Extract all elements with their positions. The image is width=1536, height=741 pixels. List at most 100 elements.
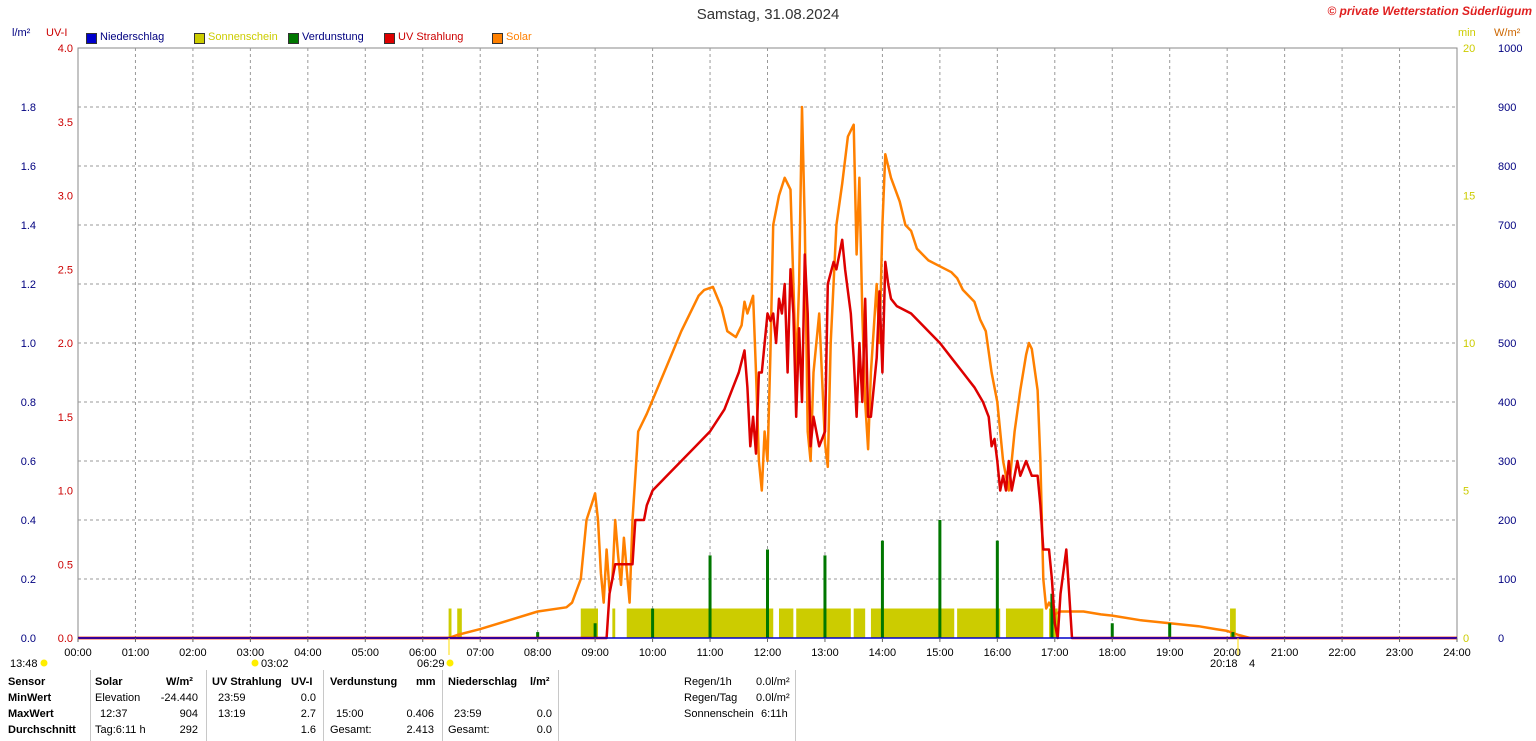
y-tick-label-rain: 0.2 (21, 574, 36, 586)
right-outer-unit: W/m² (1494, 27, 1521, 39)
evaporation-bar (938, 520, 942, 638)
row-max-evap-val: 0.406 (406, 708, 434, 720)
extra-rain-day-value: 0.0l/m² (756, 692, 790, 704)
sunshine-bar (448, 608, 452, 638)
legend-label: UV Strahlung (398, 31, 464, 43)
grid (77, 47, 1458, 639)
left-inner-unit: UV-I (46, 27, 68, 39)
y-tick-label-solar: 900 (1498, 102, 1516, 114)
y-tick-label-uv: 1.5 (58, 412, 73, 424)
x-tick-label: 03:00 (237, 647, 265, 659)
y-tick-label-sun_min: 0 (1463, 633, 1469, 645)
legend-swatch (86, 33, 97, 44)
sunshine-bar (457, 608, 462, 638)
moon-phase-label: 4 (1249, 658, 1255, 668)
y-tick-label-uv: 2.0 (58, 338, 73, 350)
moonset-label: 03:02 (261, 658, 289, 668)
right-inner-unit: min (1458, 27, 1476, 39)
legend-label: Solar (506, 31, 532, 43)
y-tick-label-uv: 3.0 (58, 191, 73, 203)
y-tick-label-solar: 600 (1498, 279, 1516, 291)
row-max-uv-val: 2.7 (300, 708, 316, 720)
x-tick-label: 10:00 (639, 647, 667, 659)
y-tick-label-rain: 1.8 (21, 102, 36, 114)
x-tick-label: 12:00 (754, 647, 782, 659)
row-min-solar-val: -24.440 (160, 692, 198, 704)
header-evap: Verdunstung (330, 676, 398, 688)
row-max-evap-time: 15:00 (336, 708, 364, 720)
row-avg-evap-val: 2.413 (406, 724, 434, 736)
x-tick-label: 02:00 (179, 647, 207, 659)
row-min-uv-val: 0.0 (300, 692, 316, 704)
y-tick-label-rain: 1.2 (21, 279, 36, 291)
evaporation-bar (880, 540, 884, 638)
row-avg-label: Durchschnitt (8, 724, 76, 736)
x-tick-label: 05:00 (352, 647, 380, 659)
row-min-label: MinWert (8, 692, 52, 704)
header-solar: Solar (95, 676, 123, 688)
evaporation-bar (651, 608, 655, 638)
left-outer-unit: l/m² (12, 27, 31, 39)
sunrise-label: 06:29 (417, 658, 445, 668)
x-tick-label: 13:00 (811, 647, 839, 659)
header-sensor: Sensor (8, 676, 46, 688)
x-tick-label: 16:00 (984, 647, 1012, 659)
row-max-label: MaxWert (8, 708, 54, 720)
x-tick-label: 18:00 (1098, 647, 1126, 659)
legend-label: Niederschlag (100, 31, 165, 43)
x-tick-label: 17:00 (1041, 647, 1069, 659)
header-uv: UV Strahlung (212, 676, 282, 688)
row-avg-uv-val: 1.6 (300, 724, 316, 736)
row-avg-rain-val: 0.0 (536, 724, 552, 736)
y-tick-label-solar: 700 (1498, 220, 1516, 232)
y-tick-label-uv: 3.5 (58, 117, 73, 129)
y-tick-label-rain: 1.6 (21, 161, 36, 173)
legend-swatch (492, 33, 503, 44)
sunrise-icon (446, 659, 454, 667)
sunshine-bar (778, 608, 794, 638)
header-evap-unit: mm (416, 676, 436, 688)
extra-sunshine-label: Sonnenschein (684, 708, 754, 720)
y-tick-label-uv: 2.5 (58, 264, 73, 276)
moon-time-label: 13:48 (10, 658, 38, 668)
evaporation-bar (1168, 623, 1172, 638)
x-tick-label: 01:00 (122, 647, 150, 659)
y-tick-label-solar: 300 (1498, 456, 1516, 468)
y-tick-label-solar: 100 (1498, 574, 1516, 586)
x-tick-label: 09:00 (581, 647, 609, 659)
legend-label: Verdunstung (302, 31, 364, 43)
x-tick-label: 23:00 (1386, 647, 1414, 659)
moonset-icon (251, 659, 259, 667)
row-max-solar-val: 904 (179, 708, 198, 720)
y-tick-label-solar: 0 (1498, 633, 1504, 645)
evaporation-bar (1050, 593, 1054, 638)
y-tick-label-solar: 500 (1498, 338, 1516, 350)
row-avg-solar-time: Tag:6:11 h (95, 724, 146, 736)
row-avg-evap-time: Gesamt: (330, 724, 372, 736)
evaporation-bar (708, 555, 712, 638)
header-rain-unit: l/m² (530, 676, 550, 688)
legend-label: Sonnenschein (208, 31, 278, 43)
evaporation-bar (593, 623, 597, 638)
chart-title: Samstag, 31.08.2024 (696, 6, 840, 23)
solar-line (78, 105, 1457, 640)
row-min-uv-time: 23:59 (218, 692, 246, 704)
sunshine-bar (612, 608, 616, 638)
evaporation-bar (536, 632, 540, 638)
axes (77, 638, 1458, 642)
stats-table: Sensor Solar W/m² UV Strahlung UV-I Verd… (0, 668, 1536, 741)
y-tick-label-uv: 0.5 (58, 559, 73, 571)
y-tick-label-rain: 1.4 (21, 220, 36, 232)
row-max-solar-time: 12:37 (100, 708, 128, 720)
evaporation-bar (995, 540, 999, 638)
evaporation-bar (766, 549, 769, 638)
y-tick-label-uv: 4.0 (58, 43, 73, 55)
sunshine-bar (853, 608, 866, 638)
y-tick-label-sun_min: 10 (1463, 338, 1475, 350)
x-tick-label: 00:00 (64, 647, 92, 659)
evaporation-bar (1110, 623, 1114, 638)
row-max-uv-time: 13:19 (218, 708, 246, 720)
row-max-rain-time: 23:59 (454, 708, 482, 720)
sunshine-bar (626, 608, 774, 638)
legend-swatch (288, 33, 299, 44)
